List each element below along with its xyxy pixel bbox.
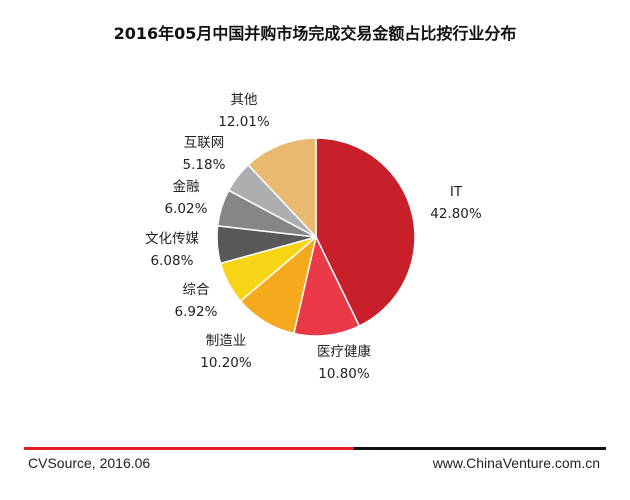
slice-value-label-6: 5.18%: [183, 157, 226, 173]
pie-slice-7: [247, 137, 317, 239]
slice-value-label-7: 12.01%: [218, 114, 270, 130]
footer-source: CVSource, 2016.06: [28, 455, 151, 471]
footer-divider-red: [24, 447, 354, 450]
slice-value-label-1: 10.80%: [318, 366, 370, 382]
slice-label-2: 制造业: [206, 333, 247, 349]
footer-divider-black: [354, 447, 606, 450]
footer-website: www.ChinaVenture.com.cn: [432, 455, 600, 471]
chart-title: 2016年05月中国并购市场完成交易金额占比按行业分布: [113, 24, 517, 43]
slice-value-label-2: 10.20%: [200, 355, 252, 371]
slice-value-label-4: 6.08%: [151, 253, 194, 269]
slice-label-5: 金融: [173, 179, 200, 195]
pie-chart: IT 42.80% 医疗健康 10.80% 制造业 10.20% 综合 6.92% 文化传媒 6.…: [145, 92, 482, 382]
pie-slice-0: [315, 137, 416, 328]
slice-label-6: 互联网: [184, 135, 225, 151]
slice-value-label-0: 42.80%: [430, 206, 482, 222]
slice-label-1: 医疗健康: [317, 343, 371, 360]
slice-value-label-3: 6.92%: [175, 304, 218, 320]
pie-slice-1: [292, 234, 361, 337]
slice-label-7: 其他: [231, 92, 258, 108]
slice-value-label-5: 6.02%: [165, 201, 208, 217]
slice-label-0: IT: [450, 184, 463, 200]
slice-label-4: 文化传媒: [145, 231, 199, 247]
slice-label-3: 综合: [183, 282, 210, 298]
